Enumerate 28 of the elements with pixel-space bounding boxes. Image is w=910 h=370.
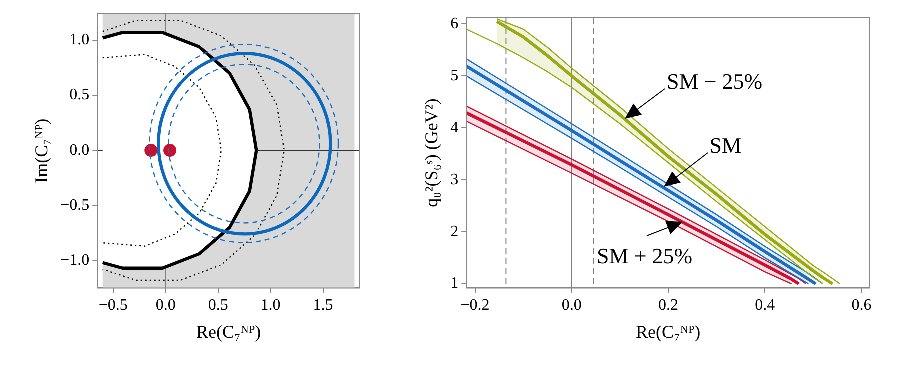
x-tick-label: 0.4 [755, 297, 776, 314]
x-tick-label: 1.5 [313, 297, 334, 314]
x-axis-title: Re(C₇ᴺᴾ) [196, 322, 262, 342]
y-axis-title: q₀²(S₆ˢ) (GeV²) [422, 98, 442, 208]
y-tick-label: 1.0 [70, 32, 90, 49]
x-axis-title: Re(C₇ᴺᴾ) [636, 322, 701, 342]
y-tick-label: −1.0 [60, 252, 90, 269]
x-tick-label: 0.0 [156, 297, 176, 314]
x-tick-label: −0.2 [460, 297, 490, 314]
y-tick-label: −0.5 [60, 196, 90, 214]
y-tick-label: 2 [450, 223, 459, 240]
y-tick-label: 6 [450, 15, 459, 32]
annotation: SM [710, 133, 742, 158]
annotation: SM + 25% [597, 243, 693, 268]
y-tick-label: 0.5 [70, 86, 90, 104]
y-tick-label: 0.0 [70, 142, 90, 159]
x-tick-label: 0.2 [658, 297, 679, 314]
x-tick-label: 0.0 [562, 297, 582, 314]
y-tick-label: 5 [450, 67, 459, 84]
y-tick-label: 1 [450, 275, 459, 292]
y-tick-label: 3 [450, 171, 459, 188]
annotation: SM − 25% [667, 69, 763, 94]
x-tick-label: 0.5 [208, 297, 228, 314]
x-tick-label: 1.0 [260, 297, 281, 314]
y-axis-title: Im(C₇ᴺᴾ) [32, 118, 52, 184]
x-tick-label: −0.5 [98, 297, 128, 314]
x-tick-label: 0.6 [852, 297, 872, 314]
y-tick-label: 4 [450, 119, 459, 136]
